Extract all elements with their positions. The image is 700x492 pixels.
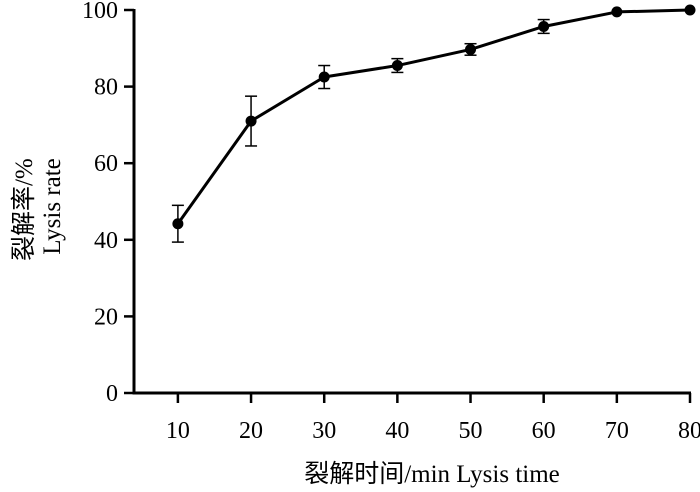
y-tick-label-80: 80 <box>94 75 118 101</box>
x-tick-label-50: 50 <box>459 418 483 444</box>
ticks: 0 20 40 60 80 100 10 20 30 40 50 60 70 80 <box>82 0 700 444</box>
x-tick-label-60: 60 <box>532 418 556 444</box>
y-tick-label-60: 60 <box>94 151 118 177</box>
data-point-70 <box>611 6 623 18</box>
x-tick-label-70: 70 <box>605 418 629 444</box>
x-tick-label-40: 40 <box>385 418 409 444</box>
x-axis-title: 裂解时间/min Lysis time <box>304 460 560 488</box>
y-tick-label-20: 20 <box>94 304 118 330</box>
x-tick-label-20: 20 <box>239 418 263 444</box>
axes <box>132 9 691 395</box>
data-point-10 <box>172 218 184 230</box>
series <box>171 4 696 243</box>
data-point-60 <box>538 20 550 32</box>
data-point-30 <box>318 71 330 83</box>
data-point-50 <box>465 43 477 55</box>
x-tick-label-80: 80 <box>678 418 700 444</box>
x-tick-label-30: 30 <box>312 418 336 444</box>
x-tick-label-10: 10 <box>166 418 190 444</box>
y-axis-title: 裂解率/% Lysis rate <box>10 152 66 261</box>
data-point-40 <box>391 60 403 72</box>
data-point-80 <box>684 4 696 16</box>
y-axis-title-line-2: Lysis rate <box>39 158 66 255</box>
series-0-line <box>176 8 691 225</box>
y-axis-title-line-1: 裂解率/% <box>10 158 38 261</box>
data-point-20 <box>245 115 257 127</box>
y-tick-label-100: 100 <box>82 0 118 24</box>
y-tick-label-40: 40 <box>94 228 118 254</box>
y-tick-label-0: 0 <box>106 381 118 407</box>
